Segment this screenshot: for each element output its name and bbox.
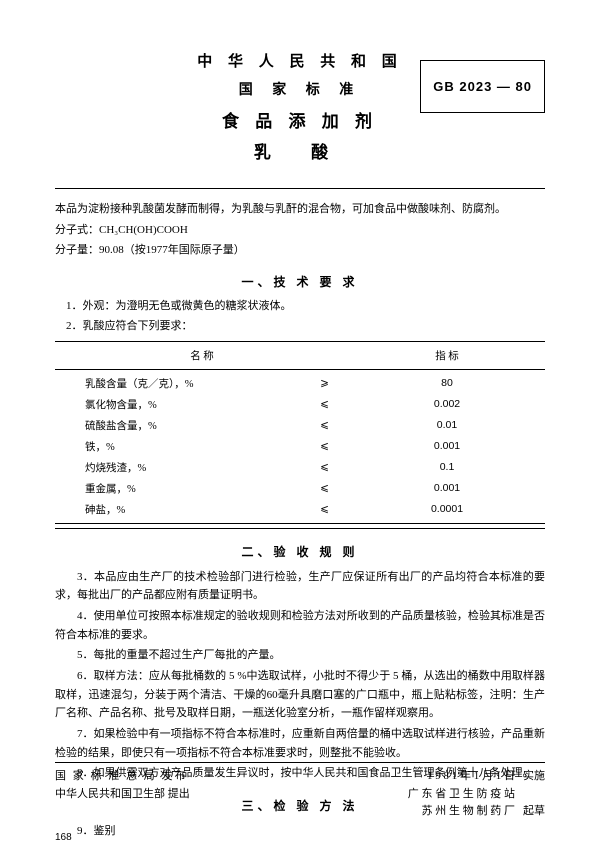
footer-row: 国 家 标 准 总 局 发布 中华人民共和国卫生部 提出 1 9 8 1 年 1… bbox=[55, 768, 545, 821]
footer-right: 1 9 8 1 年 1 月 1 日实施 广 东 省 卫 生 防 疫 站起草 苏 … bbox=[408, 768, 545, 821]
req-1: 1．外观：为澄明无色或微黄色的糖浆状液体。 bbox=[55, 298, 545, 315]
para-6: 6．取样方法：应从每批桶数的 5 %中选取试样，小批时不得少于 5 桶，从选出的… bbox=[55, 667, 545, 723]
table-row: 砷盐，%⩽0.0001 bbox=[55, 499, 545, 524]
standard-label: 国 家 标 准 bbox=[150, 79, 450, 99]
intro-block: 本品为淀粉接种乳酸菌发酵而制得，为乳酸与乳酐的混合物，可加食品中做酸味剂、防腐剂… bbox=[55, 201, 545, 259]
table-row: 铁，%⩽0.001 bbox=[55, 436, 545, 457]
table-row: 硫酸盐含量，%⩽0.01 bbox=[55, 415, 545, 436]
intro-line3: 分子量：90.08（按1977年国际原子量） bbox=[55, 242, 545, 259]
table-row: 灼烧残渣，%⩽0.1 bbox=[55, 457, 545, 478]
table-row: 氯化物含量，%⩽0.002 bbox=[55, 394, 545, 415]
table-header-row: 名 称 指 标 bbox=[55, 341, 545, 369]
section1-title: 一、技 术 要 求 bbox=[55, 273, 545, 290]
drafter-2: 苏 州 生 物 制 药 厂起草 bbox=[408, 803, 545, 821]
proposer: 中华人民共和国卫生部 提出 bbox=[55, 786, 190, 804]
req-2: 2．乳酸应符合下列要求： bbox=[55, 318, 545, 335]
intro-line2: 分子式：CH₃CH(OH)COOH bbox=[55, 222, 545, 239]
footer: 国 家 标 准 总 局 发布 中华人民共和国卫生部 提出 1 9 8 1 年 1… bbox=[55, 762, 545, 821]
intro-line1: 本品为淀粉接种乳酸菌发酵而制得，为乳酸与乳酐的混合物，可加食品中做酸味剂、防腐剂… bbox=[55, 201, 545, 218]
title-block: 中 华 人 民 共 和 国 国 家 标 准 食 品 添 加 剂 乳 酸 bbox=[150, 50, 450, 163]
drafter-1: 广 东 省 卫 生 防 疫 站起草 bbox=[408, 786, 545, 804]
para-3: 3．本品应由生产厂的技术检验部门进行检验，生产厂应保证所有出厂的产品均符合本标准… bbox=[55, 568, 545, 605]
para-5: 5．每批的重量不超过生产厂每批的产量。 bbox=[55, 646, 545, 665]
header: 中 华 人 民 共 和 国 国 家 标 准 食 品 添 加 剂 乳 酸 GB 2… bbox=[55, 50, 545, 163]
col-value: 指 标 bbox=[349, 341, 545, 369]
page-number: 168 bbox=[55, 832, 72, 843]
table-bottom-rule bbox=[55, 528, 545, 529]
para-9: 9．鉴别 bbox=[55, 822, 545, 841]
sub-title: 乳 酸 bbox=[150, 138, 450, 163]
standard-code-box: GB 2023 — 80 bbox=[420, 60, 545, 113]
para-7: 7．如果检验中有一项指标不符合本标准时，应重新自两倍量的桶中选取试样进行核验，产… bbox=[55, 725, 545, 762]
divider bbox=[55, 188, 545, 189]
section3-body: 9．鉴别 bbox=[55, 822, 545, 841]
footer-left: 国 家 标 准 总 局 发布 中华人民共和国卫生部 提出 bbox=[55, 768, 190, 821]
requirements: 1．外观：为澄明无色或微黄色的糖浆状液体。 2．乳酸应符合下列要求： bbox=[55, 298, 545, 335]
formula: CH₃CH(OH)COOH bbox=[99, 224, 188, 236]
table-row: 重金属，%⩽0.001 bbox=[55, 478, 545, 499]
main-title: 食 品 添 加 剂 bbox=[150, 107, 450, 132]
footer-rule bbox=[55, 762, 545, 763]
section2-title: 二、验 收 规 则 bbox=[55, 543, 545, 560]
publisher: 国 家 标 准 总 局 发布 bbox=[55, 768, 190, 786]
country-label: 中 华 人 民 共 和 国 bbox=[150, 50, 450, 71]
section2-body: 3．本品应由生产厂的技术检验部门进行检验，生产厂应保证所有出厂的产品均符合本标准… bbox=[55, 568, 545, 784]
table-row: 乳酸含量（克／克），%⩾80 bbox=[55, 369, 545, 394]
spec-table: 名 称 指 标 乳酸含量（克／克），%⩾80 氯化物含量，%⩽0.002 硫酸盐… bbox=[55, 341, 545, 524]
para-4: 4．使用单位可按照本标准规定的验收规则和检验方法对所收到的产品质量核验，检验其标… bbox=[55, 607, 545, 644]
impl-date: 1 9 8 1 年 1 月 1 日实施 bbox=[408, 768, 545, 786]
col-name: 名 称 bbox=[55, 341, 349, 369]
